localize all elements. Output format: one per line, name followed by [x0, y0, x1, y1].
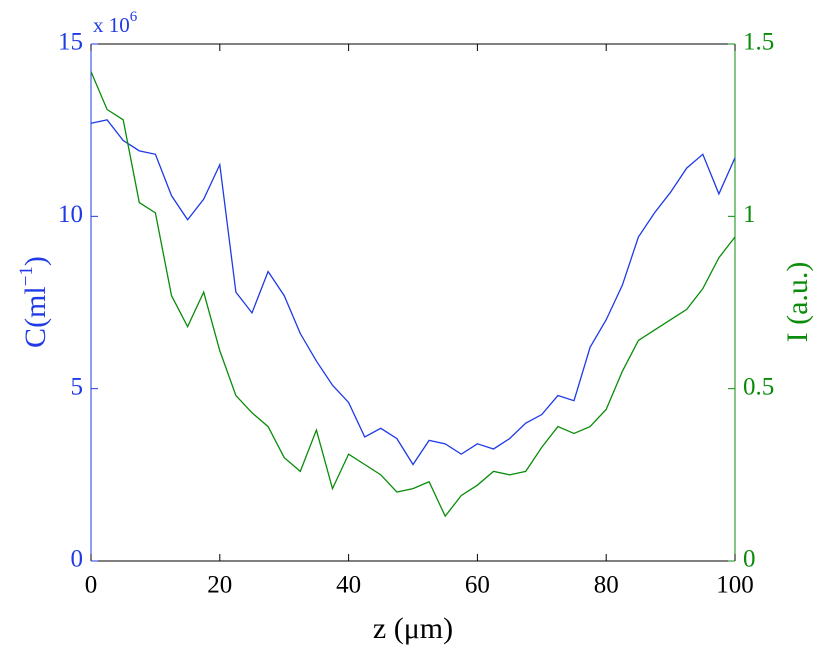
x-tick-label: 80	[594, 572, 619, 599]
data-line	[90, 119, 736, 466]
x-tick-label: 40	[336, 572, 361, 599]
x-tick-label: 0	[85, 572, 98, 599]
x-axis-label: z (μm)	[373, 612, 453, 645]
data-line	[90, 71, 736, 518]
y2-tick-label: 0	[743, 546, 756, 573]
x-tick-label: 100	[716, 572, 754, 599]
y-tick-label: 5	[71, 373, 84, 400]
y2-tick-label: 0.5	[743, 373, 774, 400]
y-axis-label: C(ml−1)	[16, 256, 52, 348]
y2-axis-label: I (a.u.)	[781, 262, 814, 343]
y-multiplier: x 106	[93, 9, 138, 36]
x-tick-label: 60	[465, 572, 490, 599]
y2-tick-label: 1	[743, 201, 756, 228]
y-tick-label: 0	[71, 546, 84, 573]
y-tick-label: 10	[58, 201, 83, 228]
y2-tick-label: 1.5	[743, 29, 774, 56]
y-tick-label: 15	[58, 29, 83, 56]
x-tick-label: 20	[207, 572, 232, 599]
